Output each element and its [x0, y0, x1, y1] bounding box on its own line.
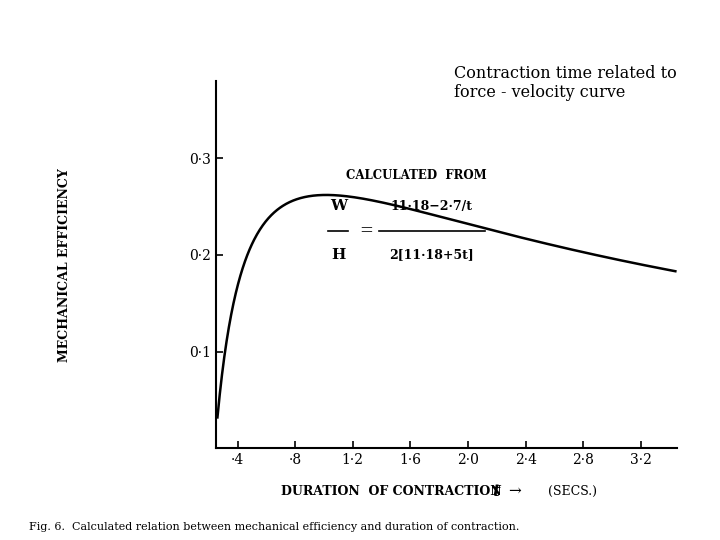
- Text: →: →: [508, 485, 521, 499]
- Text: t: t: [492, 483, 500, 500]
- Text: (SECS.): (SECS.): [548, 485, 597, 498]
- Text: =: =: [359, 222, 373, 239]
- Text: DURATION  OF CONTRACTION: DURATION OF CONTRACTION: [281, 485, 501, 498]
- Text: MECHANICAL EFFICIENCY: MECHANICAL EFFICIENCY: [58, 167, 71, 362]
- Text: Contraction time related to
force - velocity curve: Contraction time related to force - velo…: [454, 65, 676, 102]
- Text: 11·18−2·7/t: 11·18−2·7/t: [391, 200, 473, 213]
- Text: W: W: [330, 199, 347, 213]
- Text: Fig. 6.  Calculated relation between mechanical efficiency and duration of contr: Fig. 6. Calculated relation between mech…: [29, 522, 519, 532]
- Text: 2[11·18+5t]: 2[11·18+5t]: [390, 248, 474, 261]
- Text: H: H: [331, 248, 346, 262]
- Text: CALCULATED  FROM: CALCULATED FROM: [346, 170, 486, 183]
